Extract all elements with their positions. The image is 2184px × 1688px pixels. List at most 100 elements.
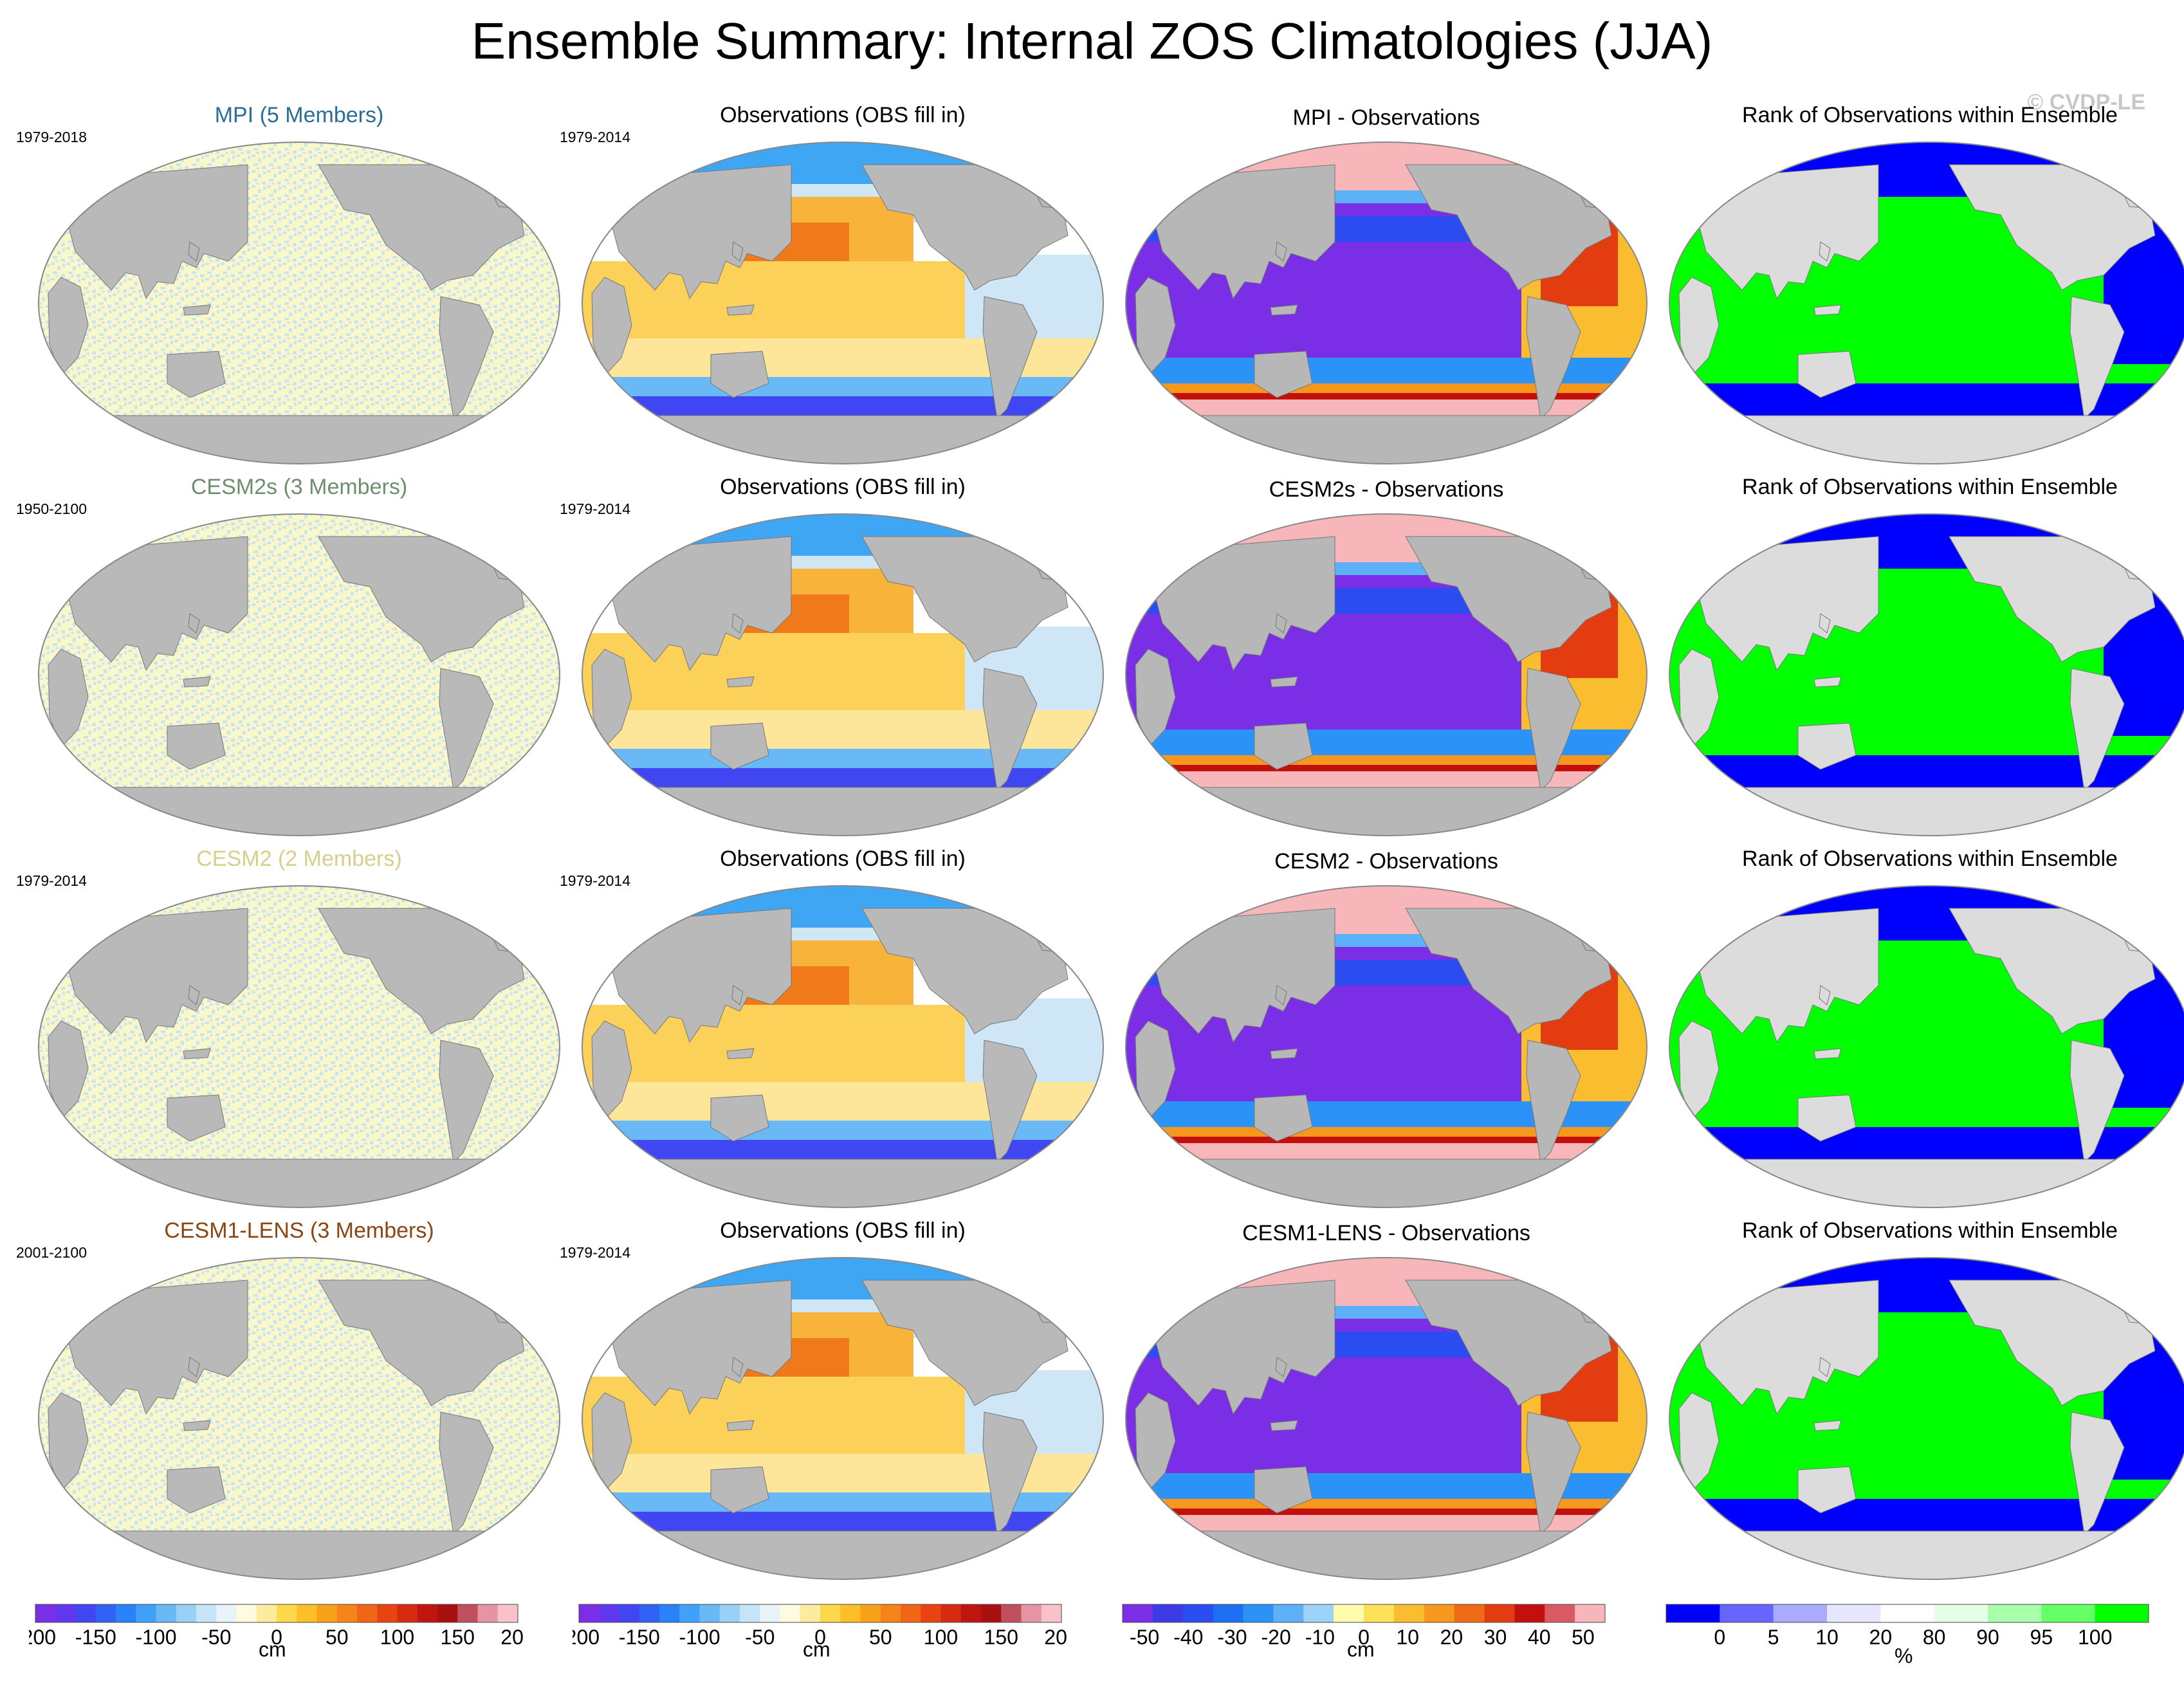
colorbar-tick-label: -200 [29,1626,56,1649]
colorbar-diff: -50 -40 -30 -20 -10 0 10 20 30 40 50 [1116,1602,1611,1674]
colorbar-tick-label: 100 [380,1626,414,1649]
colorbar-swatch [357,1604,378,1622]
model-panel-title: MPI (5 Members) [214,103,384,127]
colorbar-tick-label: 200 [1044,1626,1068,1649]
colorbar-swatch [860,1604,881,1622]
colorbar-swatch [1424,1604,1455,1622]
colorbar-swatch [216,1604,237,1622]
colorbar-tick-label: 90 [1976,1626,1999,1649]
diff-map [1125,513,1647,836]
colorbar-tick-label: -40 [1173,1626,1203,1649]
colorbar-diff-unit: cm [1347,1638,1375,1661]
colorbar-tick-label: -50 [1130,1626,1159,1649]
model-panel: CESM1-LENS (3 Members) 2001-2100 [16,1218,563,1585]
colorbar-swatch [840,1604,861,1622]
colorbar-swatch [1182,1604,1214,1622]
colorbar-swatch [1773,1604,1828,1622]
colorbar-model-unit: cm [259,1638,286,1661]
colorbar-tick-label: 0 [1714,1626,1725,1649]
colorbar-tick-label: 0 [1358,1626,1370,1649]
colorbar-swatch [95,1604,116,1622]
rank-panel-title: Rank of Observations within Ensemble [1742,1218,2118,1243]
colorbar-swatch [1213,1604,1243,1622]
diff-map [1125,142,1647,464]
model-panel: CESM2s (3 Members) 1950-2100 [16,475,563,841]
diff-panel: CESM2 - Observations [1123,847,1650,1213]
obs-map [582,1257,1104,1580]
colorbar-swatch [1152,1604,1184,1622]
colorbar-swatch [1880,1604,1935,1622]
main-title: Ensemble Summary: Internal ZOS Climatolo… [471,12,1713,69]
colorbar-tick-label: 95 [2030,1626,2053,1649]
colorbar-swatch [196,1604,217,1622]
colorbar-swatch [921,1604,941,1622]
colorbar-swatch [1827,1604,1881,1622]
model-panel-title: CESM1-LENS (3 Members) [164,1218,434,1243]
colorbar-swatch [477,1604,499,1622]
colorbar-swatch [1123,1604,1153,1622]
diff-map [1125,885,1647,1208]
obs-years-label: 1979-2014 [560,500,630,517]
colorbar-swatch [1303,1604,1334,1622]
colorbar-swatch [336,1604,358,1622]
colorbar-swatch [317,1604,338,1622]
colorbar-tick-label: 10 [1815,1626,1839,1649]
obs-years-label: 1979-2014 [560,1244,630,1261]
colorbar-swatch [579,1604,600,1622]
colorbar-tick-label: 50 [1572,1626,1595,1649]
obs-panel: Observations (OBS fill in) 1979-2014 [560,1218,1106,1585]
model-map [38,885,560,1208]
colorbar-frame [1666,1604,2149,1623]
colorbar-swatch [1545,1604,1575,1622]
colorbar-tick-label: 150 [441,1626,475,1649]
colorbar-swatch [1454,1604,1485,1622]
colorbar-swatch [639,1604,660,1622]
rank-panel: Rank of Observations within Ensemble [1666,103,2184,470]
model-map [38,142,560,464]
colorbar-swatch [679,1604,700,1622]
obs-panel-title: Observations (OBS fill in) [720,1218,966,1243]
colorbar-frame [1122,1604,1606,1623]
colorbar-tick-label: -10 [1305,1626,1335,1649]
colorbar-swatch [760,1604,780,1622]
colorbar-tick-label: 40 [1528,1626,1551,1649]
rank-panel: Rank of Observations within Ensemble [1666,847,2184,1213]
colorbar-swatch [1514,1604,1545,1622]
colorbar-swatch [437,1604,458,1622]
colorbar-swatch [1575,1604,1606,1622]
colorbar-swatch [417,1604,438,1622]
colorbar-swatch [1934,1604,1988,1622]
colorbar-tick-label: 0 [814,1626,826,1649]
colorbar-tick-label: 20 [1440,1626,1464,1649]
colorbar-swatch [156,1604,177,1622]
colorbar-model: -200 -150 -100 -50 0 50 100 150 200 [15,1602,535,1674]
colorbar-swatch [1364,1604,1395,1622]
colorbar-tick-label: -200 [573,1626,600,1649]
colorbar-swatch [2095,1604,2149,1622]
colorbar-swatch [960,1604,982,1622]
colorbar-swatch [1666,1604,1720,1622]
colorbar-tick-label: -20 [1262,1626,1291,1649]
colorbar-swatch [740,1604,760,1622]
colorbar-tick-label: -100 [135,1626,176,1649]
colorbar-tick-label: 50 [869,1626,892,1649]
colorbar-rank-unit: % [1895,1644,1913,1667]
colorbar-tick-label: -150 [75,1626,116,1649]
colorbar-tick-label: 50 [326,1626,349,1649]
colorbar-swatch [1484,1604,1515,1622]
colorbar-tick-label: 5 [1768,1626,1779,1649]
obs-years-label: 1979-2014 [560,129,630,145]
colorbar-swatch [619,1604,640,1622]
colorbar-swatch [1334,1604,1364,1622]
diff-panel: CESM1-LENS - Observations [1123,1218,1650,1585]
colorbar-swatch [1021,1604,1042,1622]
model-years-label: 1950-2100 [16,500,87,517]
colorbar-frame [578,1604,1062,1623]
colorbar-swatch [377,1604,398,1622]
obs-map [582,142,1104,464]
colorbar-swatch [941,1604,962,1622]
colorbar-tick-label: -50 [201,1626,231,1649]
rank-map [1669,513,2184,836]
diff-panel-title: CESM2 - Observations [1274,849,1498,874]
colorbar-frame [35,1604,518,1623]
